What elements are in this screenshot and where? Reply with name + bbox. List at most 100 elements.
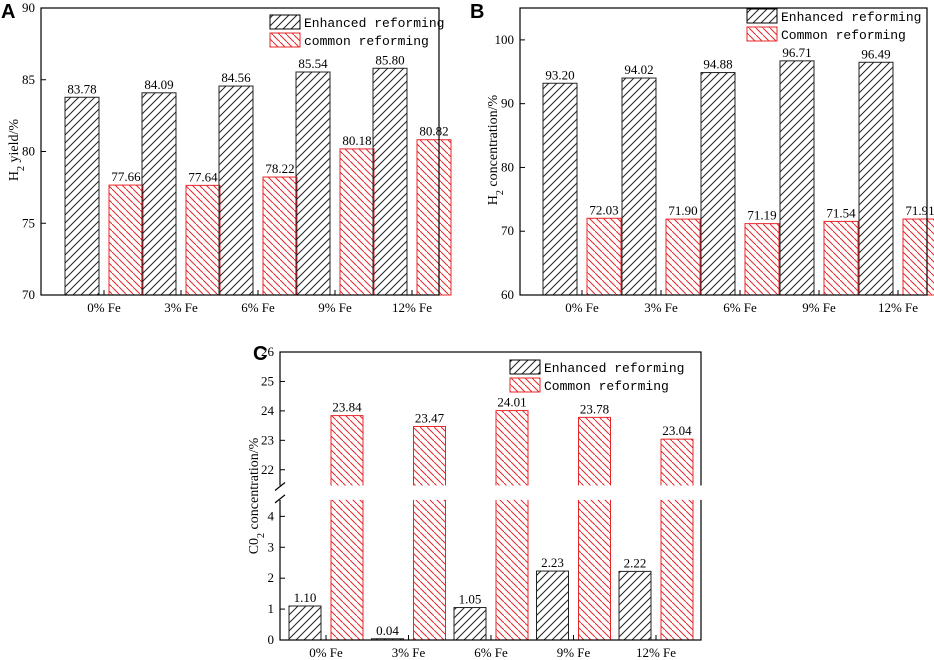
x-tick-label: 6% Fe [241, 300, 275, 315]
legend-swatch-enhanced [509, 359, 541, 375]
x-tick-label: 12% Fe [636, 645, 676, 660]
y-axis-title-a: H2 yield/% [7, 119, 27, 182]
bar-enhanced [621, 77, 657, 296]
data-label: 94.02 [624, 62, 653, 77]
y-tick-label: 2 [268, 570, 275, 585]
chart-b: B H2 concentration/% 93.20 72.03 94.02 71.9… [470, 1, 934, 315]
bar-common [185, 184, 221, 296]
y-tick-label: 85 [22, 72, 35, 87]
data-label: 96.71 [782, 45, 811, 60]
bar-enhanced [453, 607, 487, 641]
bar-enhanced [141, 92, 177, 296]
y-tick-label: 1 [268, 601, 275, 616]
y-tick-label: 90 [501, 96, 514, 111]
x-tick-label: 0% Fe [309, 645, 343, 660]
chart-a: A H2 yield/% 83.78 77.66 84.09 77.64 84.56 78… [1, 0, 452, 315]
legend-a: Enhanced reforming common reforming [269, 14, 444, 49]
axis-break-mark [274, 494, 286, 504]
bar-enhanced [295, 71, 331, 296]
x-tick-label: 9% Fe [318, 300, 352, 315]
bar-common [902, 218, 934, 296]
legend-label-enhanced: Enhanced reforming [781, 10, 921, 25]
x-tick-label: 0% Fe [565, 300, 599, 315]
data-label: 2.23 [541, 555, 564, 570]
y-tick-label: 80 [501, 159, 514, 174]
data-label: 77.64 [188, 169, 218, 184]
bar-common [744, 223, 780, 296]
data-label: 80.18 [342, 133, 371, 148]
x-tick-label: 0% Fe [87, 300, 121, 315]
legend-swatch-common [509, 377, 541, 393]
bar-common [665, 218, 701, 296]
bar-enhanced [64, 96, 100, 296]
bar-enhanced [288, 605, 322, 641]
x-tick-label: 6% Fe [723, 300, 757, 315]
data-label: 71.54 [826, 205, 856, 220]
x-tick-label: 3% Fe [644, 300, 678, 315]
data-label: 23.04 [662, 423, 692, 438]
data-label: 23.84 [332, 400, 362, 415]
data-label: 0.04 [376, 623, 399, 638]
y-tick-label: 24 [261, 403, 275, 418]
chart-c: C C02 concentration/% 1.10 23.84 0.04 23.47… [247, 343, 705, 660]
x-tick-label: 3% Fe [392, 645, 426, 660]
x-tick-label: 9% Fe [802, 300, 836, 315]
data-label: 96.49 [861, 46, 890, 61]
bar-common [262, 176, 298, 296]
legend-label-common: Common reforming [544, 379, 669, 394]
x-tick-label: 3% Fe [164, 300, 198, 315]
y-tick-label: 0 [268, 632, 275, 647]
data-label: 23.78 [580, 401, 609, 416]
data-label: 85.54 [298, 56, 328, 71]
bar-common [330, 415, 364, 641]
y-tick-label: 75 [22, 215, 35, 230]
bar-enhanced [542, 82, 578, 296]
legend-label-common: Common reforming [781, 28, 906, 43]
y-tick-label: 100 [495, 32, 515, 47]
x-tick-label: 9% Fe [557, 645, 591, 660]
data-label: 1.05 [459, 592, 482, 607]
bar-enhanced [372, 67, 408, 296]
y-tick-label: 23 [261, 432, 274, 447]
y-axis-title-b: H2 concentration/% [486, 94, 506, 205]
panel-label-a: A [1, 1, 15, 23]
axis-break-gap [276, 485, 705, 500]
data-label: 71.91 [905, 203, 934, 218]
plot-frame-b [519, 7, 928, 296]
y-axis-title-c: C02 concentration/% [247, 437, 267, 554]
bar-common [578, 416, 611, 641]
data-label: 83.78 [67, 81, 96, 96]
bar-enhanced [218, 85, 254, 296]
legend-swatch-enhanced [746, 8, 778, 24]
bar-common [823, 220, 859, 296]
bar-common [416, 139, 452, 296]
y-tick-label: 80 [22, 144, 35, 159]
data-label: 24.01 [497, 395, 526, 410]
x-tick-label: 12% Fe [878, 300, 918, 315]
data-label: 71.90 [668, 203, 697, 218]
bar-common [413, 425, 446, 641]
bar-enhanced [779, 60, 815, 296]
y-tick-label: 90 [22, 0, 35, 15]
panel-label-c: C [253, 343, 267, 365]
y-tick-label: 25 [261, 373, 274, 388]
panel-label-b: B [470, 1, 484, 23]
x-tick-label: 12% Fe [392, 300, 432, 315]
y-tick-label: 26 [261, 344, 275, 359]
data-label: 94.88 [703, 57, 732, 72]
y-tick-label: 22 [261, 462, 274, 477]
legend-label-common: common reforming [304, 34, 429, 49]
bar-enhanced [618, 570, 652, 641]
legend-swatch-common [746, 26, 778, 42]
y-tick-label: 3 [268, 539, 275, 554]
legend-swatch-common [269, 32, 301, 48]
y-tick-label: 70 [501, 223, 514, 238]
data-label: 71.19 [747, 208, 776, 223]
bar-common [339, 148, 375, 296]
data-label: 23.47 [415, 410, 445, 425]
legend-label-enhanced: Enhanced reforming [304, 16, 444, 31]
legend-c: Enhanced reforming Common reforming [509, 359, 684, 394]
data-label: 84.56 [221, 70, 251, 85]
y-tick-label: 70 [22, 287, 35, 302]
